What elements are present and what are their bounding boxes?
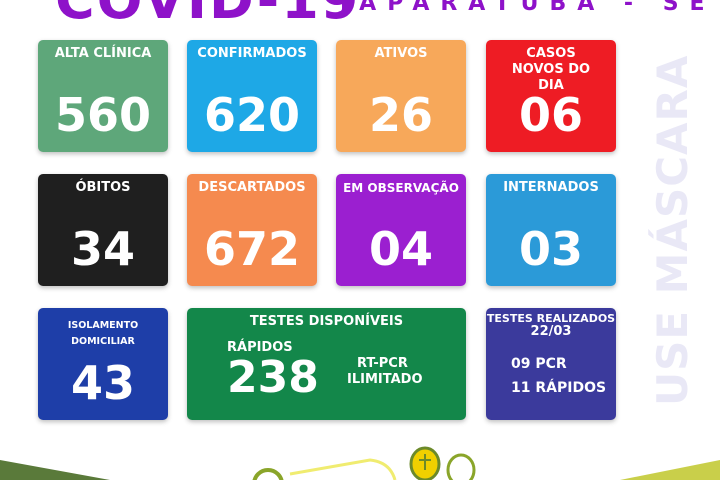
card-label: TESTES DISPONÍVEIS [249, 314, 404, 329]
card-value: 620 [203, 88, 301, 142]
rtpcr-value: ILIMITADO [347, 372, 423, 387]
footer-left-triangle [0, 460, 110, 480]
card-em-observacao: EM OBSERVAÇÃO 04 [336, 174, 466, 286]
location: JAPARATUBA - SE [340, 0, 716, 16]
card-value: 560 [54, 88, 152, 142]
card-value: 04 [368, 222, 433, 276]
rapid-label: RÁPIDOS [227, 340, 293, 355]
tests-pcr: 09 PCR [511, 356, 567, 372]
card-confirmados: CONFIRMADOS 620 [187, 40, 317, 152]
card-obitos: ÓBITOS 34 [38, 174, 168, 286]
card-isolamento: ISOLAMENTO DOMICILIAR 43 [38, 308, 168, 420]
card-label: DESCARTADOS [198, 180, 306, 195]
card-testes-disponiveis: TESTES DISPONÍVEIS RÁPIDOS 238 RT-PCR IL… [187, 308, 466, 420]
card-value: 03 [518, 222, 583, 276]
card-label: ATIVOS [374, 46, 428, 61]
card-alta-clinica: ALTA CLÍNICA 560 [38, 40, 168, 152]
card-value: 34 [70, 222, 135, 276]
rapid-value: 238 [227, 352, 319, 403]
card-casos-novos: CASOS NOVOS DO DIA 06 [486, 40, 616, 152]
side-slogan: USE MÁSCARA [648, 54, 697, 406]
card-label: TESTES REALIZADOS [486, 312, 616, 325]
card-label: ISOLAMENTO DOMICILIAR [67, 320, 139, 347]
rtpcr-label: RT-PCR [357, 356, 408, 371]
card-label: ÓBITOS [75, 180, 131, 195]
card-label: ALTA CLÍNICA [54, 46, 152, 61]
card-label: CASOS NOVOS DO DIA [511, 46, 591, 93]
footer-decoration [0, 446, 720, 480]
footer-right-triangle [620, 460, 720, 480]
logo-line [289, 458, 397, 480]
card-label: EM OBSERVAÇÃO [343, 181, 459, 195]
tests-date: 22/03 [530, 324, 572, 339]
card-ativos: ATIVOS 26 [336, 40, 466, 152]
card-value: 06 [518, 88, 583, 142]
logo-ring-icon [252, 468, 284, 480]
card-label: CONFIRMADOS [197, 46, 307, 61]
title: COVID-19 [55, 0, 360, 31]
card-value: 672 [203, 222, 301, 276]
card-label: INTERNADOS [503, 180, 599, 195]
card-descartados: DESCARTADOS 672 [187, 174, 317, 286]
card-testes-realizados: TESTES REALIZADOS 22/03 09 PCR 11 RÁPIDO… [486, 308, 616, 420]
card-value: 43 [70, 356, 135, 410]
logo-figure-icon [446, 453, 476, 480]
tests-rapid: 11 RÁPIDOS [511, 380, 607, 396]
card-value: 26 [368, 88, 433, 142]
card-internados: INTERNADOS 03 [486, 174, 616, 286]
